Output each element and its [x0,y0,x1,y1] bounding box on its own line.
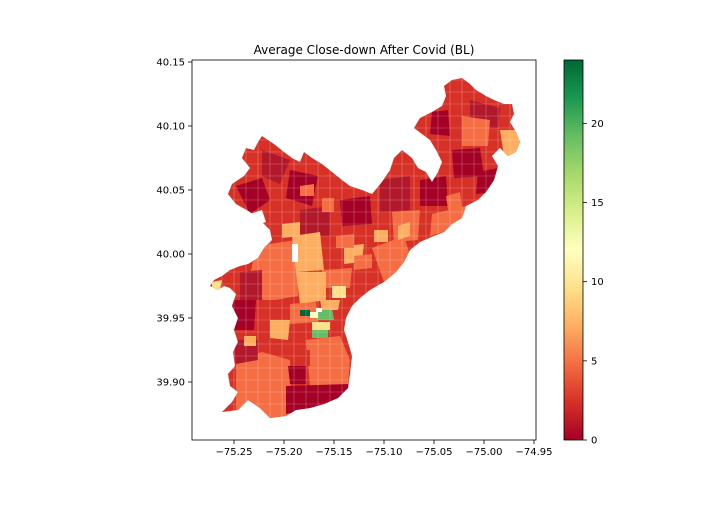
tract [380,176,410,212]
tract [462,116,490,146]
x-tick-label: −75.15 [315,447,352,458]
colorbar-tick-label: 15 [591,198,604,209]
y-tick-label: 40.10 [156,122,185,133]
tract [322,198,334,212]
tract [372,236,412,282]
colorbar-gradient [563,59,584,441]
tract [446,192,462,210]
y-tick-label: 39.95 [156,314,185,325]
tract [236,178,270,214]
tract [300,184,314,196]
tract [244,336,256,346]
axes-frame [191,59,537,441]
tract [452,148,484,178]
tract [240,270,262,300]
colorbar-tick-label: 20 [591,119,604,130]
tract [312,322,330,330]
colorbar-ticks: 0 5 10 15 20 [583,119,604,447]
tract [354,254,372,270]
colorbar-tick-label: 5 [591,356,597,367]
tract [288,366,306,384]
tract [312,330,328,338]
tract [300,206,330,236]
x-tick-label: −75.00 [465,447,502,458]
y-axis-ticks: 39.90 39.95 40.00 40.05 40.10 40.15 [156,58,192,389]
x-axis-ticks: −75.25 −75.20 −75.15 −75.10 −75.05 −75.00 −74.… [215,440,553,458]
x-tick-label: −75.25 [215,447,252,458]
tract [340,196,372,226]
x-tick-label: −75.20 [265,447,302,458]
gap-area [250,210,266,226]
tract [332,286,346,298]
tract [296,272,326,304]
x-tick-label: −75.05 [415,447,452,458]
chart-title: Average Close-down After Covid (BL) [254,43,475,57]
tract [374,230,388,242]
gap-area [292,244,298,262]
tract [286,384,350,414]
tract [232,300,256,330]
tract [430,110,450,136]
x-tick-label: −74.95 [515,447,552,458]
tract [320,300,340,310]
y-tick-label: 39.90 [156,378,185,389]
tract [430,206,466,236]
y-tick-label: 40.00 [156,250,185,261]
tract [306,336,350,386]
tract [398,222,410,240]
x-tick-label: −75.10 [365,447,402,458]
tract [322,268,352,288]
tract [292,232,324,272]
colorbar: 0 5 10 15 20 [563,59,604,447]
tract [270,320,290,340]
colorbar-tick-label: 10 [591,277,604,288]
y-tick-label: 40.15 [156,58,185,69]
tract [420,176,448,206]
tract [262,150,290,184]
colorbar-tick-label: 0 [591,436,597,447]
tract [212,280,222,290]
tract [500,130,520,156]
tract [290,350,310,366]
gap-area [316,308,322,312]
tract [336,234,354,248]
tract [310,312,318,318]
tract [282,222,300,238]
y-tick-label: 40.05 [156,186,185,197]
tract [300,310,310,316]
